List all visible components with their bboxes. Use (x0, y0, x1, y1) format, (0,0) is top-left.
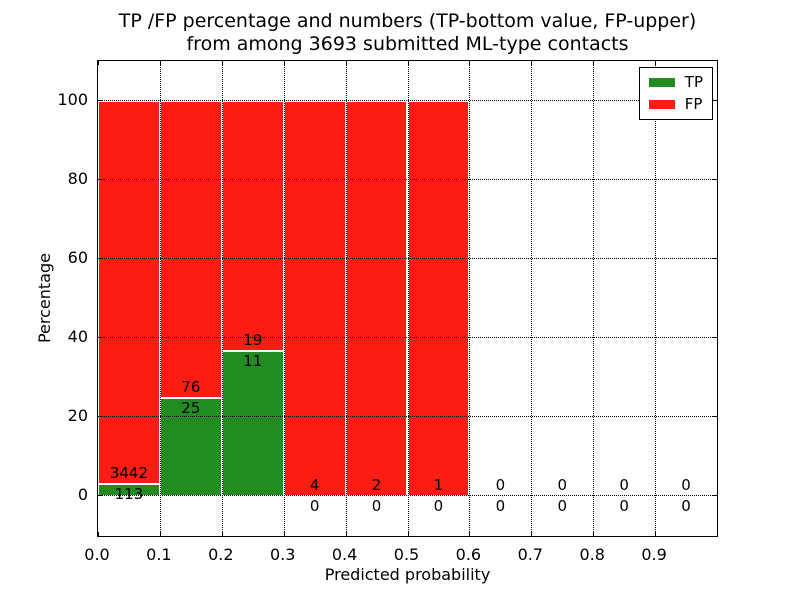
x-tick-label: 0.2 (208, 545, 234, 564)
gridline-vertical (159, 61, 161, 536)
chart-title: TP /FP percentage and numbers (TP-bottom… (118, 10, 697, 55)
bar-tp-count-label: 0 (681, 497, 691, 516)
x-tick-label: 0.6 (455, 545, 482, 564)
bar-fp-count-label: 0 (495, 476, 506, 495)
x-tick-label: 0.3 (269, 545, 296, 564)
fp-color-swatch (648, 100, 675, 109)
y-tick-mark (98, 495, 102, 497)
y-axis-label: Percentage (35, 253, 54, 344)
y-tick-label: 0 (77, 485, 88, 505)
bar-tp-count-label: 0 (557, 497, 568, 516)
legend-label-fp: FP (684, 95, 703, 113)
x-tick-mark (469, 532, 471, 536)
y-tick-mark (98, 416, 102, 418)
bar-tp-count-label: 0 (371, 497, 382, 516)
x-tick-mark-top (407, 61, 409, 65)
bar-fp (407, 100, 470, 497)
bar-fp-count-label: 3442 (109, 463, 149, 482)
x-tick-label: 0.4 (331, 545, 358, 564)
y-tick-label: 80 (67, 168, 88, 188)
y-tick-label: 60 (67, 247, 88, 267)
x-tick-mark-top (345, 61, 347, 65)
x-tick-mark (407, 532, 409, 536)
bar-fp-count-label: 76 (181, 378, 201, 397)
x-tick-mark-top (98, 61, 99, 65)
y-tick-mark-right (713, 495, 717, 497)
y-tick-mark-right (713, 99, 717, 101)
bar-fp-count-label: 1 (433, 476, 444, 495)
bar-fp (98, 100, 160, 484)
x-tick-mark (593, 532, 595, 536)
x-tick-mark-top (283, 61, 285, 65)
bar-fp-count-label: 4 (309, 476, 320, 495)
gridline-vertical (407, 61, 409, 536)
bar-fp (221, 100, 284, 352)
tp-color-swatch (648, 78, 675, 87)
x-tick-mark (655, 532, 657, 536)
x-tick-label: 0.0 (84, 545, 110, 564)
gridline-vertical (593, 61, 595, 536)
bar-tp-count-label: 11 (243, 352, 263, 371)
y-tick-mark-right (713, 337, 717, 339)
y-tick-label: 100 (57, 89, 88, 109)
gridline-vertical (469, 61, 471, 536)
gridline-vertical (345, 61, 347, 536)
bar-fp (283, 100, 346, 497)
bar-fp-count-label: 0 (557, 476, 568, 495)
y-tick-mark-right (713, 178, 717, 180)
bar-fp-count-label: 0 (681, 476, 691, 495)
gridline-vertical (655, 61, 657, 536)
x-tick-mark (159, 532, 161, 536)
bar-tp-count-label: 0 (309, 497, 320, 516)
y-tick-label: 40 (67, 327, 88, 347)
x-tick-mark (345, 532, 347, 536)
bar-tp-count-label: 0 (433, 497, 444, 516)
x-tick-label: 0.1 (146, 545, 172, 564)
bar-tp-count-label: 113 (114, 484, 144, 503)
x-tick-label: 0.5 (393, 545, 420, 564)
bar-fp (345, 100, 408, 497)
legend-item-tp: TP (648, 73, 703, 91)
bar-tp-count-label: 0 (495, 497, 506, 516)
x-axis-label: Predicted probability (324, 565, 491, 584)
legend: TP FP (638, 67, 713, 120)
x-tick-mark (98, 532, 99, 536)
bar-tp (159, 398, 222, 497)
bar-fp-count-label: 0 (619, 476, 629, 495)
y-tick-mark (98, 99, 102, 101)
x-tick-mark (531, 532, 533, 536)
x-tick-mark-top (221, 61, 223, 65)
x-tick-mark (283, 532, 285, 536)
gridline-vertical (283, 61, 285, 536)
y-tick-mark-right (713, 257, 717, 259)
plot-area: TP FP 3442 113 76 25 19 11 4 0 2 0 1 0 0 0 0 0 0 0 0 0 (97, 60, 718, 537)
legend-label-tp: TP (684, 73, 703, 91)
x-tick-mark-top (655, 61, 657, 65)
x-tick-label: 0.9 (641, 545, 667, 564)
bar-fp-count-label: 19 (243, 331, 263, 350)
bar-tp (221, 351, 284, 497)
x-tick-mark-top (159, 61, 161, 65)
x-tick-mark (221, 532, 223, 536)
x-tick-label: 0.8 (579, 545, 605, 564)
gridline-vertical (221, 61, 223, 536)
bar-tp-count-label: 0 (619, 497, 629, 516)
bar-fp-count-label: 2 (371, 476, 382, 495)
y-tick-mark (98, 257, 102, 259)
bar-fp (159, 100, 222, 399)
legend-item-fp: FP (648, 95, 703, 113)
y-tick-mark (98, 178, 102, 180)
bar-tp-count-label: 25 (181, 399, 201, 418)
y-tick-label: 20 (67, 406, 88, 426)
y-tick-mark-right (713, 416, 717, 418)
x-tick-label: 0.7 (517, 545, 544, 564)
y-tick-mark (98, 337, 102, 339)
x-tick-mark-top (593, 61, 595, 65)
x-tick-mark-top (531, 61, 533, 65)
gridline-vertical (531, 61, 533, 536)
x-tick-mark-top (469, 61, 471, 65)
